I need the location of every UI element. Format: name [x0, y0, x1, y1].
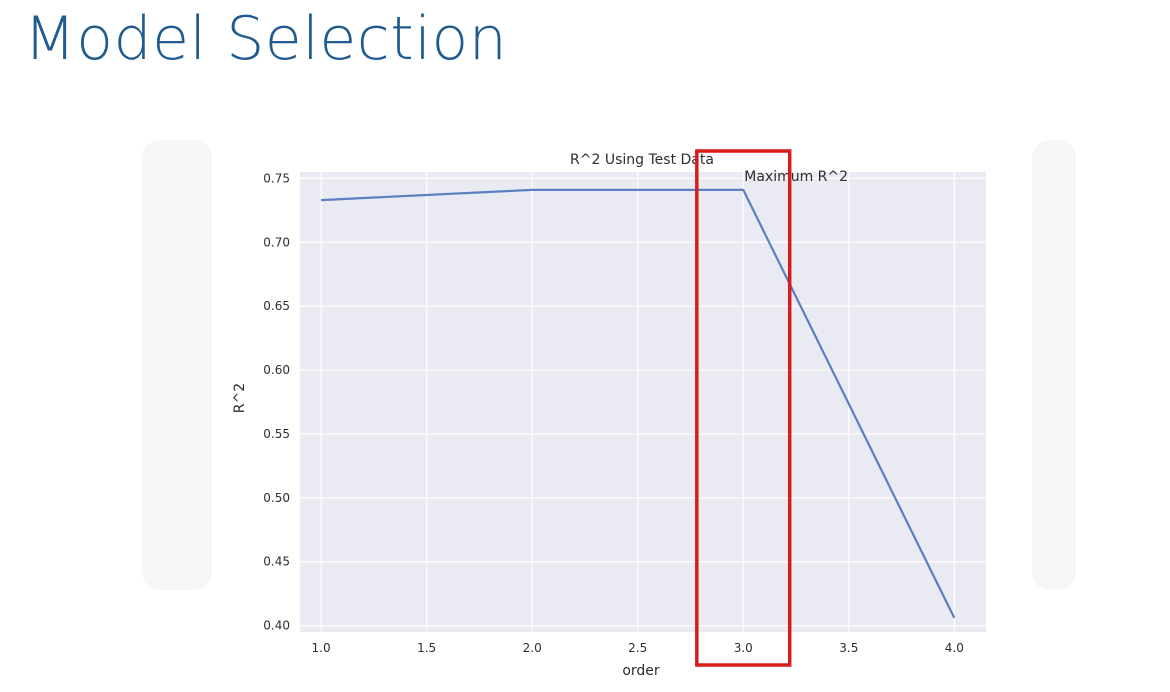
x-tick-label: 3.5	[839, 641, 858, 655]
x-tick-label: 2.5	[628, 641, 647, 655]
background-ghost-right	[1032, 140, 1076, 590]
x-tick-label: 1.0	[312, 641, 331, 655]
x-tick-label: 1.5	[417, 641, 436, 655]
plot-area	[300, 172, 986, 632]
y-axis-ticks: 0.40 0.45 0.50 0.55 0.60 0.65 0.70 0.75	[263, 171, 290, 632]
highlight-box	[695, 149, 792, 667]
x-axis-ticks: 1.0 1.5 2.0 2.5 3.0 3.5 4.0	[312, 641, 964, 655]
x-tick-label: 3.0	[734, 641, 753, 655]
chart-title: R^2 Using Test Data	[570, 152, 714, 168]
x-tick-label: 4.0	[945, 641, 964, 655]
x-tick-label: 2.0	[523, 641, 542, 655]
y-tick-label: 0.40	[263, 619, 290, 633]
background-ghost-left	[142, 140, 212, 590]
data-points	[321, 189, 955, 618]
y-tick-label: 0.70	[263, 235, 290, 249]
x-axis-label: order	[622, 663, 660, 679]
series-line	[321, 188, 956, 619]
y-tick-label: 0.60	[263, 363, 290, 377]
y-tick-label: 0.45	[263, 555, 290, 569]
slide-title: Model Selection	[24, 4, 508, 74]
grid	[300, 172, 986, 632]
y-tick-label: 0.65	[263, 299, 290, 313]
y-tick-label: 0.75	[263, 171, 290, 185]
y-tick-label: 0.50	[263, 491, 290, 505]
annotation-label: Maximum R^2	[744, 169, 848, 185]
y-tick-label: 0.55	[263, 427, 290, 441]
y-axis-label: R^2	[232, 383, 248, 413]
